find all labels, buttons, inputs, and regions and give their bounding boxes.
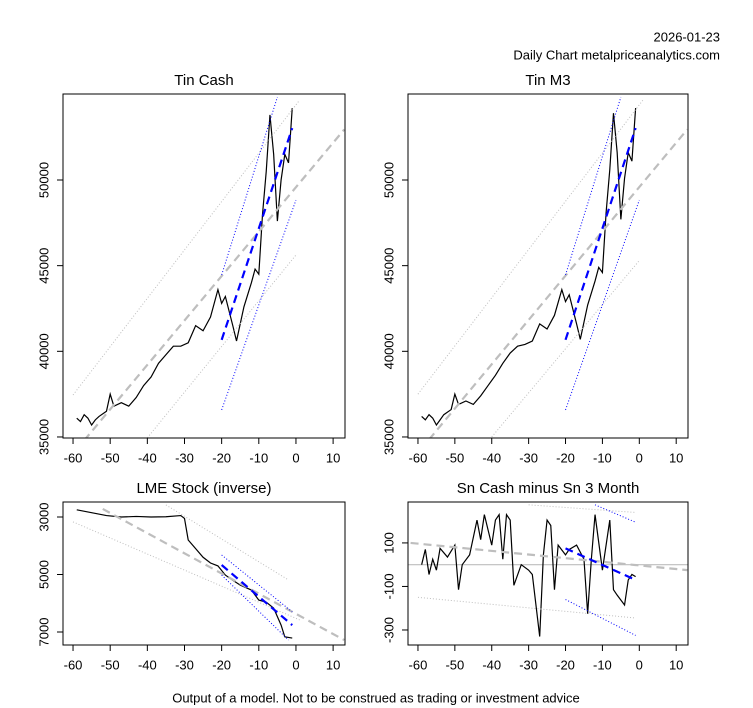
x-tick-label: 0	[636, 450, 643, 465]
x-tick-label: -20	[556, 450, 575, 465]
plot-box	[62, 501, 346, 646]
y-tick-label: 7000	[36, 618, 51, 647]
series-line	[221, 574, 289, 641]
series-line	[84, 128, 345, 438]
x-tick-label: -20	[556, 657, 575, 672]
x-tick-label: -30	[519, 657, 538, 672]
y-tick-label: -300	[381, 617, 396, 643]
x-tick-label: -20	[212, 657, 231, 672]
series-line	[220, 127, 294, 341]
footer: Output of a model. Not to be construed a…	[172, 690, 580, 705]
x-tick-label: -10	[593, 450, 612, 465]
y-tick-label: 50000	[381, 162, 396, 198]
x-tick-label: -60	[409, 450, 428, 465]
plot-box	[62, 93, 346, 439]
x-tick-label: -40	[138, 657, 157, 672]
series-line	[565, 96, 622, 276]
series-line	[76, 108, 293, 427]
series-line	[564, 127, 637, 341]
x-tick-label: -60	[409, 657, 428, 672]
plot-area	[72, 504, 345, 642]
x-tick-label: -20	[212, 450, 231, 465]
y-tick-label: 100	[381, 532, 396, 554]
x-tick-label: -30	[175, 657, 194, 672]
series-line	[72, 521, 300, 621]
x-tick-label: -60	[64, 450, 83, 465]
x-tick-label: 0	[292, 657, 299, 672]
series-line	[565, 199, 640, 411]
x-tick-label: 10	[326, 450, 340, 465]
series-line	[221, 199, 297, 411]
y-tick-label: 40000	[381, 333, 396, 369]
series-line	[410, 541, 688, 572]
series-line	[221, 554, 293, 613]
series-line	[102, 507, 345, 642]
x-tick-label: 0	[636, 657, 643, 672]
series-line	[72, 99, 301, 396]
y-tick-label: 5000	[36, 560, 51, 589]
series-line	[594, 504, 636, 523]
x-tick-label: 10	[669, 657, 683, 672]
x-tick-label: -50	[101, 450, 120, 465]
series-line	[417, 596, 636, 619]
series-line	[220, 564, 293, 626]
series-line	[221, 96, 278, 276]
y-tick-label: 35000	[381, 419, 396, 455]
x-tick-label: -50	[445, 450, 464, 465]
plot-box	[407, 93, 689, 439]
y-tick-label: 35000	[36, 419, 51, 455]
x-tick-label: -40	[482, 450, 501, 465]
series-line	[428, 128, 688, 438]
y-tick-label: -100	[381, 573, 396, 599]
x-tick-label: -40	[138, 450, 157, 465]
plot-box	[407, 501, 689, 646]
x-tick-label: -10	[249, 657, 268, 672]
series-line	[421, 512, 636, 637]
panel-title: Tin M3	[525, 72, 570, 89]
plot-area	[417, 96, 688, 438]
x-tick-label: 10	[326, 657, 340, 672]
series-line	[421, 108, 637, 427]
y-tick-label: 50000	[36, 162, 51, 198]
y-tick-label: 40000	[36, 333, 51, 369]
x-tick-label: -60	[64, 657, 83, 672]
plot-area	[72, 96, 345, 438]
x-tick-label: -40	[482, 657, 501, 672]
y-tick-label: 45000	[36, 248, 51, 284]
x-tick-label: -50	[101, 657, 120, 672]
panel-title: LME Stock (inverse)	[136, 480, 271, 497]
series-line	[146, 254, 297, 438]
subtitle: Daily Chart metalpriceanalytics.com	[513, 47, 720, 62]
x-tick-label: -50	[445, 657, 464, 672]
x-tick-label: 10	[669, 450, 683, 465]
panel-title: Tin Cash	[174, 72, 233, 89]
x-tick-label: -10	[249, 450, 268, 465]
series-line	[565, 599, 636, 636]
date: 2026-01-23	[654, 29, 721, 44]
plot-area	[408, 504, 688, 637]
x-tick-label: -30	[519, 450, 538, 465]
y-tick-label: 3000	[36, 503, 51, 532]
x-tick-label: -30	[175, 450, 194, 465]
x-tick-label: -10	[593, 657, 612, 672]
panel-title: Sn Cash minus Sn 3 Month	[457, 480, 640, 497]
x-tick-label: 0	[292, 450, 299, 465]
y-tick-label: 45000	[381, 248, 396, 284]
